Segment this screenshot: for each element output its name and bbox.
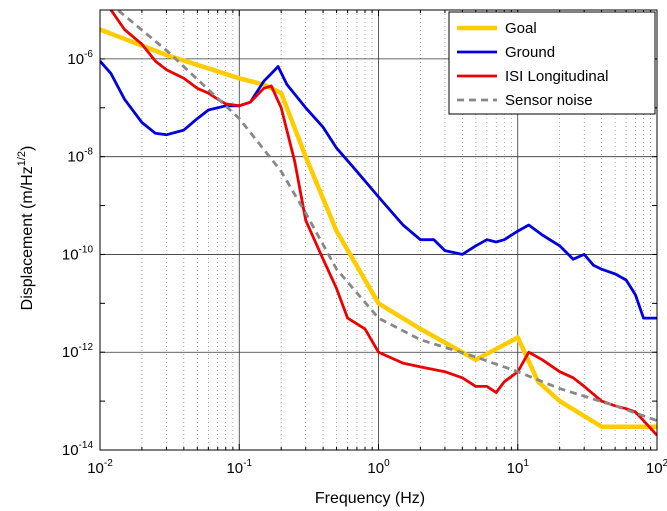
series-group [100,10,657,437]
y-axis-label-end: ) [19,146,36,151]
legend-label: Ground [505,44,555,61]
legend-label: Sensor noise [505,92,593,109]
legend: Goal Ground ISI Longitudinal Sensor noise [448,11,656,115]
series-line-sensor-noise [115,10,657,422]
legend-label: ISI Longitudinal [505,68,608,85]
x-tick-label: 102 [646,458,667,477]
series-line-ground [100,60,657,320]
x-axis-label: Frequency (Hz) [315,490,425,507]
x-tick-label: 101 [507,458,530,477]
legend-label: Goal [505,20,537,37]
tick-labels: 10-2 10-1 100 101 102 10-14 10-12 10-10 10-8 10-6 [62,49,667,477]
y-tick-label: 10-12 [62,342,94,361]
x-tick-label: 10-1 [226,458,252,477]
series-line-goal [100,27,657,429]
grid [99,10,657,450]
y-axis-label-main: Displacement (m/Hz [19,166,36,310]
series-line-isi-longitudinal [109,10,657,437]
y-tick-label: 10-6 [67,49,93,68]
y-axis-label-sup: 1/2 [16,151,28,166]
x-tick-label: 100 [367,458,390,477]
y-axis-label: Displacement (m/Hz1/2) [16,146,36,311]
y-tick-label: 10-10 [62,244,94,263]
x-tick-label: 10-2 [87,458,113,477]
y-tick-label: 10-8 [67,147,93,166]
y-tick-label: 10-14 [62,440,94,459]
